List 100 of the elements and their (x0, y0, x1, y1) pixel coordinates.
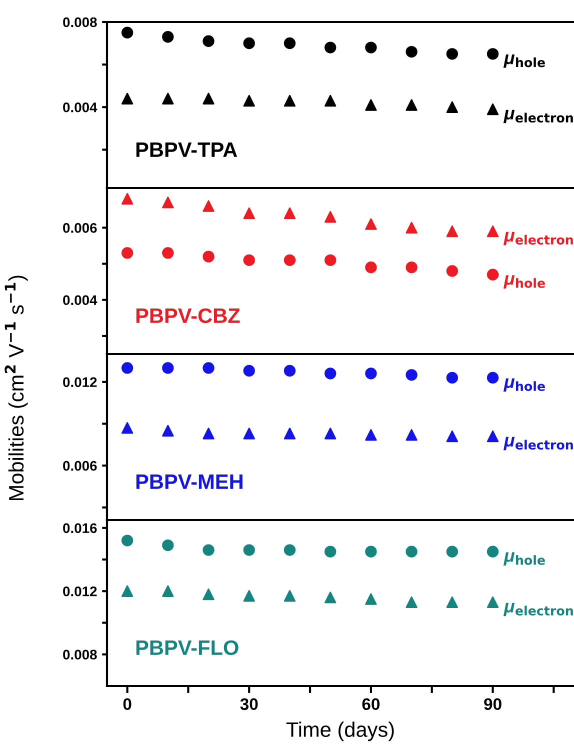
point (284, 364, 296, 377)
y-tick-label: 0.008 (63, 650, 97, 660)
series-label: μ$_{electron}$ (503, 436, 573, 450)
point (406, 546, 418, 558)
y-tick-label: 0.008 (63, 17, 97, 28)
series-label: μ$_{hole}$ (503, 54, 545, 68)
point (202, 250, 214, 262)
point (243, 590, 255, 602)
point (406, 46, 418, 58)
point (486, 546, 499, 558)
point (446, 48, 458, 60)
point (406, 369, 418, 381)
point (162, 585, 174, 597)
series-label: μ$_{electron}$ (503, 110, 573, 124)
point (324, 368, 336, 380)
point (284, 94, 296, 107)
point (284, 590, 296, 602)
point (486, 372, 499, 384)
point (162, 424, 174, 437)
point (406, 99, 418, 111)
point (121, 534, 134, 546)
point (202, 35, 214, 47)
point (284, 207, 296, 220)
point (486, 225, 499, 238)
point (324, 428, 336, 440)
point (202, 428, 214, 440)
y-tick-label: 0.016 (63, 523, 97, 534)
annotation: PBPV-TPA (136, 142, 238, 157)
point (446, 596, 458, 608)
y-axis-title: Mobilities (cm$^{2}$ V$^{−1}$ s$^{−1}$) (4, 276, 28, 500)
point (365, 262, 377, 274)
point (365, 42, 377, 54)
point (486, 48, 499, 60)
point (365, 218, 377, 230)
point (486, 268, 499, 280)
point (446, 546, 458, 558)
point (243, 94, 255, 107)
point (486, 103, 499, 116)
y-tick-label: 0.012 (63, 586, 97, 596)
point (121, 92, 134, 104)
series-label: μ$_{hole}$ (503, 275, 545, 288)
point (446, 430, 458, 442)
point (324, 94, 336, 107)
annotation: PBPV-CBZ (136, 308, 240, 324)
point (162, 196, 174, 208)
point (162, 31, 174, 43)
point (202, 362, 214, 374)
point (446, 101, 458, 113)
point (284, 37, 296, 50)
point (406, 222, 418, 234)
point (243, 254, 255, 266)
series-label: μ$_{electron}$ (503, 232, 573, 246)
point (121, 192, 134, 205)
point (202, 92, 214, 104)
y-tick-label: 0.004 (63, 102, 98, 112)
point (324, 254, 336, 266)
point (365, 429, 377, 441)
series-label: μ$_{hole}$ (503, 378, 545, 392)
point (121, 247, 134, 259)
point (284, 544, 296, 556)
point (243, 364, 255, 377)
y-tick-label: 0.004 (63, 295, 98, 306)
point (284, 428, 296, 440)
y-tick-label: 0.006 (63, 460, 97, 471)
point (365, 368, 377, 380)
point (121, 422, 134, 434)
x-axis-title: Time (days) (286, 722, 394, 742)
annotation: PBPV-MEH (136, 474, 242, 489)
point (406, 429, 418, 441)
y-tick-label: 0.012 (63, 377, 97, 388)
x-tick-label: 90 (484, 698, 502, 710)
x-tick-label: 60 (362, 698, 380, 710)
point (365, 593, 377, 605)
point (284, 254, 296, 266)
point (243, 544, 255, 556)
series-label: μ$_{hole}$ (503, 552, 545, 566)
point (202, 544, 214, 556)
point (486, 430, 499, 442)
point (162, 92, 174, 104)
point (121, 362, 134, 374)
point (446, 225, 458, 238)
point (121, 585, 134, 597)
point (243, 428, 255, 440)
series-label: μ$_{electron}$ (503, 602, 573, 616)
point (486, 596, 499, 608)
point (324, 42, 336, 54)
point (162, 247, 174, 259)
point (446, 372, 458, 384)
point (324, 592, 336, 604)
point (365, 99, 377, 111)
annotation: PBPV-FLO (136, 640, 238, 656)
point (324, 211, 336, 223)
point (406, 262, 418, 274)
y-tick-label: 0.006 (63, 223, 97, 233)
point (162, 539, 174, 552)
point (243, 37, 255, 50)
point (202, 200, 214, 212)
point (406, 596, 418, 608)
x-tick-label: 0 (123, 698, 132, 710)
point (243, 207, 255, 220)
